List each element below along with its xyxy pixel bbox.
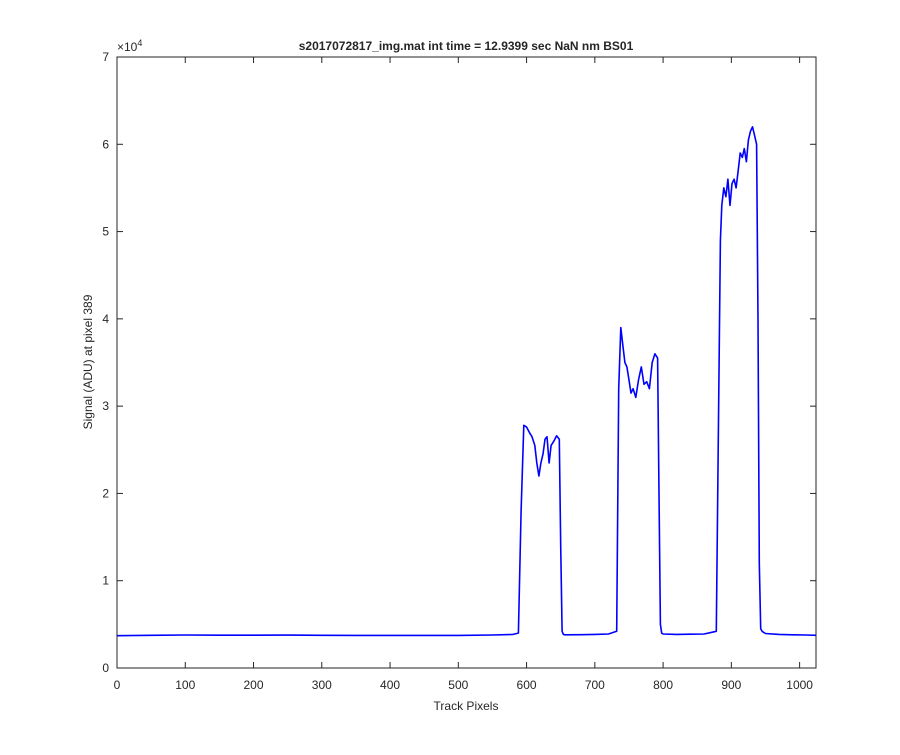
y-tick-label: 3 [102,399,109,413]
x-tick-label: 500 [448,678,468,692]
signal-line [116,126,817,637]
chart-title: s2017072817_img.mat int time = 12.9399 s… [299,39,634,53]
y-tick-label: 1 [102,574,109,588]
x-tick-label: 600 [517,678,537,692]
y-exponent-power: 4 [137,38,142,48]
axis-ticks: 0 100 200 300 400 500 600 700 800 900 1000 0 1 2 3 4 5 6 7 [102,50,816,692]
y-tick-label: 5 [102,225,109,239]
x-tick-label: 900 [721,678,741,692]
y-exponent-base: ×10 [117,40,138,54]
y-tick-label: 0 [102,661,109,675]
y-axis-label: Signal (ADU) at pixel 389 [81,294,95,429]
x-tick-label: 800 [653,678,673,692]
x-tick-label: 400 [380,678,400,692]
y-tick-label: 6 [102,137,109,151]
x-axis-label: Track Pixels [434,699,499,713]
series-layer [116,126,817,637]
x-tick-label: 700 [585,678,605,692]
x-tick-label: 100 [175,678,195,692]
x-tick-label: 300 [312,678,332,692]
x-tick-label: 1000 [786,678,813,692]
x-tick-label: 200 [244,678,264,692]
y-tick-label: 7 [102,50,109,64]
plot-area [116,56,817,669]
x-tick-label: 0 [114,678,121,692]
y-tick-label: 4 [102,312,109,326]
y-exponent-label: ×104 [117,38,142,54]
y-tick-label: 2 [102,486,109,500]
